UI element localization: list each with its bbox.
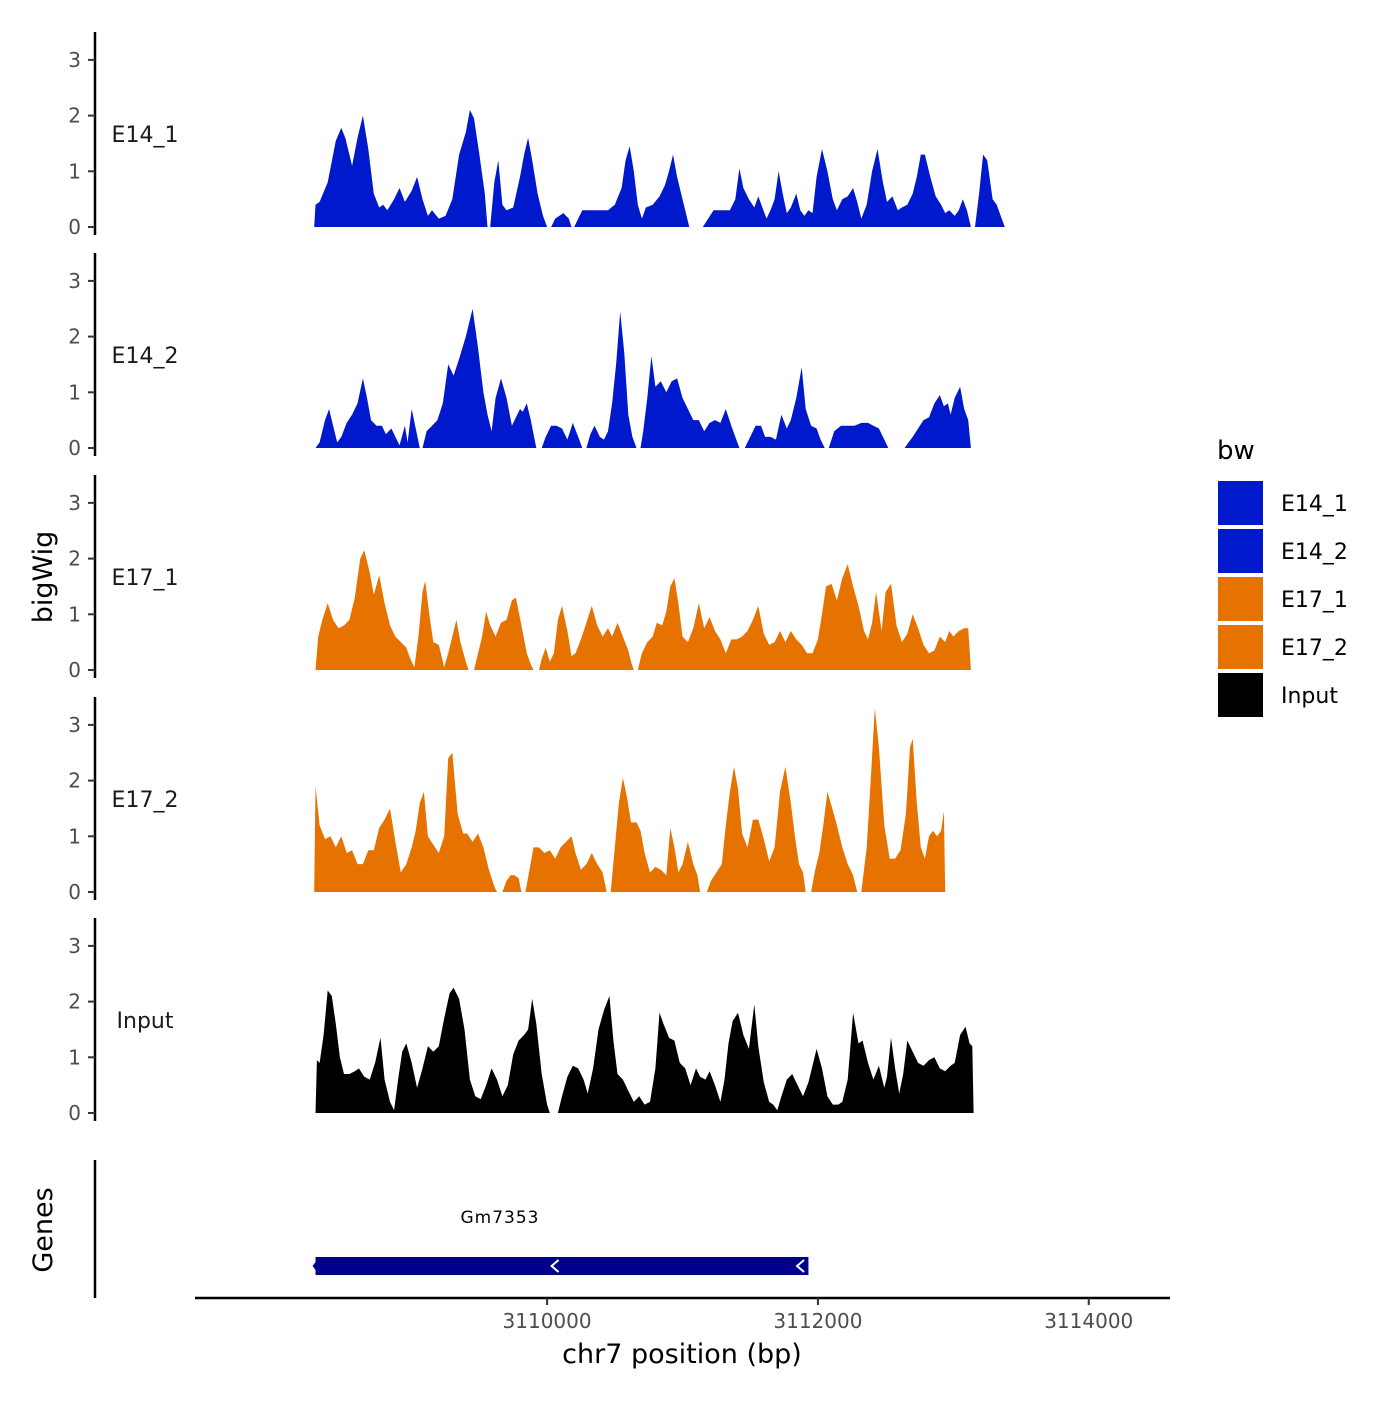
coverage-area-Input [557,996,974,1113]
coverage-area-E17_1 [474,597,534,670]
y-tick-label: 3 [68,48,81,72]
track-E17_2: 0 1 2 3 E17_2 [68,697,946,904]
coverage-area-E14_2 [828,422,889,448]
coverage-area-E17_1 [637,564,971,670]
y-tick-label: 2 [68,769,81,793]
y-tick-label: 0 [68,1101,81,1125]
y-tick-label: 0 [68,215,81,239]
strand-arrow-icon [795,1259,805,1273]
track-Input: 0 1 2 3 Input [68,918,974,1125]
legend-label: E14_1 [1281,492,1348,517]
y-tick-label: 3 [68,713,81,737]
coverage-area-E17_2 [525,836,607,892]
track-label: E14_1 [112,123,179,148]
y-tick-label: 3 [68,934,81,958]
legend-label: Input [1281,684,1338,709]
y-tick-label: 1 [68,602,81,626]
y-tick-label: 2 [68,325,81,349]
legend-key-E17_2 [1218,625,1263,669]
legend-key-E17_1 [1218,577,1263,621]
coverage-area-E14_2 [640,356,740,448]
x-axis-title: chr7 position (bp) [562,1339,802,1370]
y-tick-label: 3 [68,491,81,515]
coverage-area-E17_2 [706,766,806,892]
coverage-area-E14_1 [314,110,488,227]
coverage-area-Input [315,987,550,1113]
coverage-area-E14_1 [490,137,548,227]
coverage-area-E17_2 [861,708,946,892]
coverage-area-E14_1 [551,213,572,227]
coverage-area-E14_2 [422,308,537,448]
coverage-area-E14_2 [315,378,420,448]
gene-label: Gm7353 [460,1208,539,1228]
track-E17_1: 0 1 2 3 E17_1 [68,475,971,682]
legend-key-E14_1 [1218,481,1263,525]
y-tick-label: 0 [68,436,81,460]
coverage-area-E14_2 [744,367,825,448]
track-label: Input [117,1009,174,1034]
coverage-area-E14_1 [975,154,1005,227]
y-tick-label: 2 [68,990,81,1014]
y-tick-label: 0 [68,880,81,904]
legend-label: E17_2 [1281,636,1348,661]
legend-title: bw [1217,436,1255,466]
legend-key-Input [1218,673,1263,717]
tracks-layer: 0 1 2 3 E14_1 0 1 2 3 E14_2 0 1 2 3 E17_1 0 1 2 3 E17_2 0 1 2 3… [68,32,1005,1125]
legend-key-E14_2 [1218,529,1263,573]
coverage-area-E14_2 [904,386,971,448]
x-axis: 3110000 3112000 3114000 [195,1296,1170,1333]
track-E14_1: 0 1 2 3 E14_1 [68,32,1005,239]
y-tick-label: 1 [68,1045,81,1069]
coverage-area-E14_1 [702,149,971,227]
coverage-area-E17_2 [610,777,701,892]
track-label: E14_2 [112,344,179,369]
y-axis-title: bigWig [28,531,59,624]
y-tick-label: 2 [68,104,81,128]
coverage-area-E17_2 [811,791,858,892]
gene-panel: Gm7353 [93,1160,809,1298]
y-tick-label: 1 [68,824,81,848]
y-tick-label: 1 [68,380,81,404]
legend-label: E17_1 [1281,588,1348,613]
x-tick-label: 3110000 [503,1309,592,1333]
y-tick-label: 0 [68,658,81,682]
coverage-area-E14_1 [574,146,690,227]
track-label: E17_1 [112,566,179,591]
coverage-area-E14_2 [586,311,637,448]
gene-body [315,1257,809,1275]
strand-arrow-icon [550,1259,560,1273]
x-tick-label: 3112000 [773,1309,862,1333]
coverage-area-E17_1 [315,550,469,670]
y-tick-label: 2 [68,547,81,571]
x-tick-label: 3114000 [1044,1309,1133,1333]
coverage-area-E17_2 [502,875,522,892]
track-label: E17_2 [112,788,179,813]
y-tick-label: 1 [68,159,81,183]
legend-label: E14_2 [1281,540,1348,565]
gene-panel-title: Genes [28,1187,59,1272]
coverage-area-E17_1 [539,605,634,670]
coverage-area-E14_2 [541,422,583,448]
legend: bw E14_1 E14_2 E17_1 E17_2 Input [1217,436,1348,717]
track-E14_2: 0 1 2 3 E14_2 [68,253,971,460]
coverage-area-E17_2 [314,752,497,892]
gene-start-cap [312,1262,316,1270]
y-tick-label: 3 [68,269,81,293]
